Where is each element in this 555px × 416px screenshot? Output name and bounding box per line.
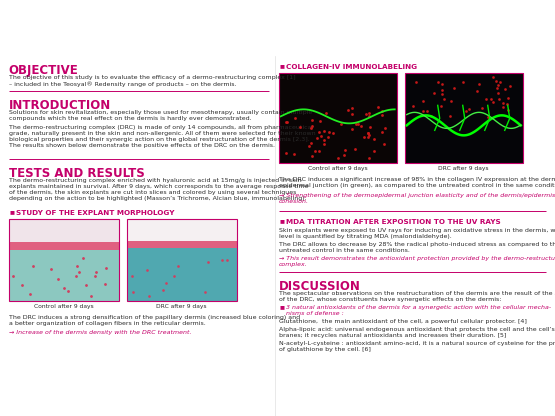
Text: The dermo-restructuring complex enriched with hyaluronic acid at 15mg/g is injec: The dermo-restructuring complex enriched… bbox=[9, 178, 308, 201]
Text: ■: ■ bbox=[280, 304, 285, 309]
Text: Solutions for skin revitalization, especially those used for mesotherapy, usuall: Solutions for skin revitalization, espec… bbox=[9, 110, 312, 121]
Bar bbox=[9, 219, 119, 242]
Text: Actions of the Redensity Dermo-Restructuring Complex on the dermis: Actions of the Redensity Dermo-Restructu… bbox=[8, 5, 547, 20]
Bar bbox=[9, 219, 119, 301]
Bar bbox=[127, 219, 236, 301]
Text: Control after 9 days: Control after 9 days bbox=[34, 304, 93, 309]
Text: The spectacular observations on the restructuration of the dermis are the result: The spectacular observations on the rest… bbox=[279, 291, 555, 302]
Text: → Strengthening of the dermoepidermal junction elasticity and of the dermis/epid: → Strengthening of the dermoepidermal ju… bbox=[279, 193, 555, 204]
Text: ■: ■ bbox=[280, 218, 285, 223]
Text: Skin explants were exposed to UV rays for inducing an oxidative stress in the de: Skin explants were exposed to UV rays fo… bbox=[279, 228, 555, 239]
Text: DISCUSSION: DISCUSSION bbox=[279, 280, 361, 293]
Text: The objective of this study is to evaluate the efficacy of a dermo-restructuring: The objective of this study is to evalua… bbox=[9, 75, 295, 87]
Text: → This result demonstrates the antioxidant protection provided by the dermo-rest: → This result demonstrates the antioxida… bbox=[279, 256, 555, 267]
Text: STUDY OF THE EXPLANT MORPHOLOGY: STUDY OF THE EXPLANT MORPHOLOGY bbox=[16, 210, 174, 216]
Text: Emeline Charton¹ , François Bourdon¹ , Laurent Peno-Mazzarino², Elian Lati², Sté: Emeline Charton¹ , François Bourdon¹ , L… bbox=[95, 26, 460, 33]
Text: ■: ■ bbox=[280, 63, 285, 68]
Bar bbox=[279, 73, 397, 163]
Text: → Increase of the dermis density with the DRC treatment.: → Increase of the dermis density with th… bbox=[9, 330, 191, 335]
Text: ¹ Teaxane SA, Les Charmilles, Rue de Lyon 105, CH-1203 GENEVE ; ² Laboratoire BI: ¹ Teaxane SA, Les Charmilles, Rue de Lyo… bbox=[102, 44, 453, 49]
Text: Control after 9 days: Control after 9 days bbox=[308, 166, 367, 171]
Text: N-acetyl-L-cysteine : antioxidant amino-acid, it is a natural source of cysteine: N-acetyl-L-cysteine : antioxidant amino-… bbox=[279, 341, 555, 352]
Text: MDA TITRATION AFTER EXPOSITION TO THE UV RAYS: MDA TITRATION AFTER EXPOSITION TO THE UV… bbox=[286, 219, 501, 225]
Text: INTRODUCTION: INTRODUCTION bbox=[9, 99, 111, 112]
Bar bbox=[127, 248, 236, 301]
Bar bbox=[127, 241, 236, 248]
Text: COLLAGEN-IV IMMUNOLABELING: COLLAGEN-IV IMMUNOLABELING bbox=[286, 64, 417, 70]
Text: DRC after 9 days: DRC after 9 days bbox=[438, 166, 489, 171]
Text: Glutathione,  the main antioxidant of the cell, a powerful cellular protector. [: Glutathione, the main antioxidant of the… bbox=[279, 319, 527, 324]
Bar bbox=[405, 73, 523, 163]
Text: Alpha-lipoic acid: universal endogenous antioxidant that protects the cell and t: Alpha-lipoic acid: universal endogenous … bbox=[279, 327, 555, 338]
Bar bbox=[127, 219, 236, 241]
Text: OBJECTIVE: OBJECTIVE bbox=[9, 64, 78, 77]
Text: ■: ■ bbox=[9, 209, 14, 214]
Text: The DRC induces a significant increase of 98% in the collagen IV expression at t: The DRC induces a significant increase o… bbox=[279, 177, 555, 188]
Text: DRC after 9 days: DRC after 9 days bbox=[157, 304, 207, 309]
Bar bbox=[9, 250, 119, 301]
Text: The DRC induces a strong densification of the papillary dermis (increased blue c: The DRC induces a strong densification o… bbox=[9, 315, 300, 326]
Text: The dermo-restructuring complex (DRC) is made of only 14 compounds, all from pha: The dermo-restructuring complex (DRC) is… bbox=[9, 125, 315, 148]
Text: 3 natural antioxidants of the dermis for a synergetic action with the cellular m: 3 natural antioxidants of the dermis for… bbox=[286, 305, 551, 316]
Text: TESTS AND RESULTS: TESTS AND RESULTS bbox=[9, 167, 144, 180]
Bar bbox=[9, 242, 119, 250]
Text: The DRC allows to decrease by 28% the radical photo-induced stress as compared t: The DRC allows to decrease by 28% the ra… bbox=[279, 242, 555, 253]
